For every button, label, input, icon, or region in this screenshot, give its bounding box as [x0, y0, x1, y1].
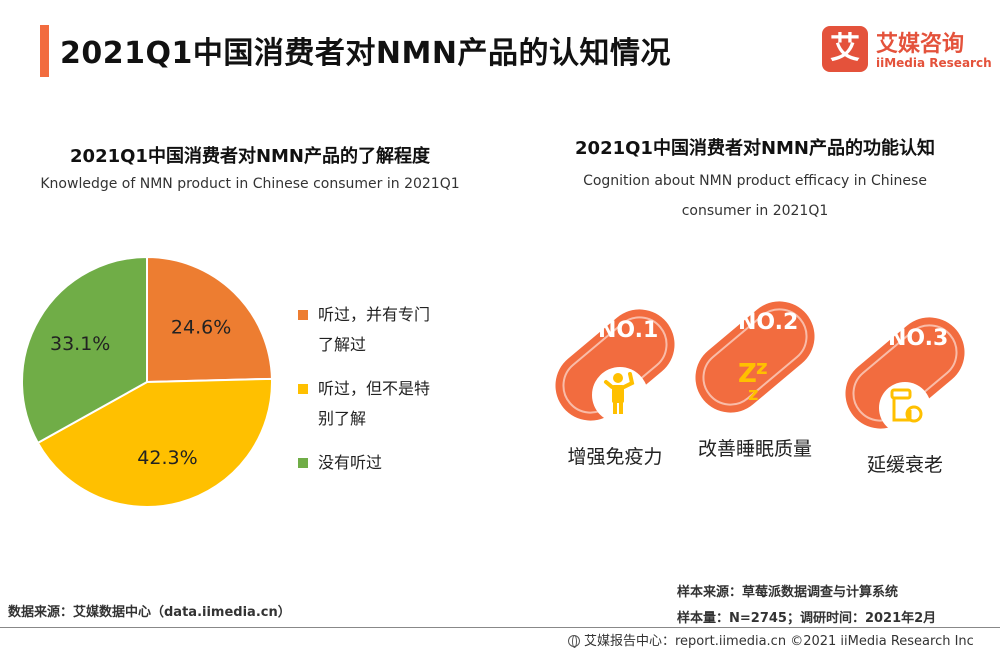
- rank-label: 改善睡眠质量: [697, 438, 812, 460]
- footer-copyright: 艾媒报告中心：report.iimedia.cn ©2021 iiMedia R…: [568, 630, 974, 649]
- efficacy-subtitle-line: consumer in 2021Q1: [681, 203, 829, 219]
- copyright-text: 艾媒报告中心：report.iimedia.cn ©2021 iiMedia R…: [584, 634, 974, 649]
- pie-legend: 听过，并有专门 了解过 听过，但不是特 别了解 没有听过: [298, 300, 468, 492]
- efficacy-subtitle-line: Cognition about NMN product efficacy in …: [583, 173, 927, 189]
- efficacy-subtitle: Cognition about NMN product efficacy in …: [540, 166, 970, 226]
- svg-text:z: z: [748, 384, 758, 405]
- rank-label: 增强免疫力: [567, 446, 663, 468]
- efficacy-rank-card: NO.1 增强免疫力: [540, 290, 690, 480]
- pie-chart-title: 2021Q1中国消费者对NMN产品的了解程度: [70, 146, 430, 167]
- rank-badge: NO.1: [598, 318, 659, 343]
- efficacy-rank-card: NO.3 延缓衰老: [830, 298, 980, 488]
- pie-data-label: 42.3%: [137, 447, 197, 469]
- legend-item: 听过，但不是特 别了解: [298, 374, 468, 434]
- legend-label: 没有听过: [318, 453, 383, 472]
- efficacy-rank-card: Z z z NO.2 改善睡眠质量: [680, 282, 830, 472]
- title-accent-bar: [40, 25, 49, 77]
- sample-size-time: 样本量：N=2745；调研时间：2021年2月: [677, 611, 937, 626]
- svg-text:z: z: [756, 355, 768, 379]
- svg-text:Z: Z: [738, 359, 757, 389]
- legend-label: 了解过: [318, 335, 367, 354]
- globe-icon: [568, 635, 580, 648]
- iimedia-logo: 艾 艾媒咨询 iiMedia Research: [822, 26, 992, 74]
- pie-slice: [146, 255, 273, 384]
- hourglass-icon: [845, 317, 965, 434]
- rank-badge: NO.2: [738, 310, 799, 335]
- rank-badge: NO.3: [888, 326, 949, 351]
- efficacy-title: 2021Q1中国消费者对NMN产品的功能认知: [575, 138, 935, 159]
- legend-swatch: [298, 310, 308, 320]
- pie-chart-subtitle: Knowledge of NMN product in Chinese cons…: [40, 176, 460, 192]
- rank-label: 延缓衰老: [866, 454, 943, 476]
- sample-info: 样本来源：草莓派数据调查与计算系统 样本量：N=2745；调研时间：2021年2…: [677, 580, 936, 632]
- legend-item: 听过，并有专门 了解过: [298, 300, 468, 360]
- pie-data-label: 33.1%: [50, 333, 110, 355]
- sample-source: 样本来源：草莓派数据调查与计算系统: [677, 585, 899, 600]
- logo-name-en: iiMedia Research: [876, 56, 992, 70]
- logo-name-cn: 艾媒咨询: [876, 32, 965, 57]
- legend-label: 别了解: [318, 409, 367, 428]
- logo-mark-icon: 艾: [822, 26, 868, 72]
- sleep-zzz-icon: Z z z: [695, 301, 815, 413]
- legend-label: 听过，并有专门: [318, 305, 431, 324]
- strong-person-icon: [555, 309, 675, 423]
- pie-chart: 24.6% 42.3% 33.1%: [21, 255, 273, 508]
- legend-swatch: [298, 384, 308, 394]
- legend-item: 没有听过: [298, 448, 468, 478]
- legend-swatch: [298, 458, 308, 468]
- pie-data-label: 24.6%: [171, 317, 231, 339]
- page-title: 2021Q1中国消费者对NMN产品的认知情况: [60, 36, 671, 71]
- legend-label: 听过，但不是特: [318, 379, 431, 398]
- pie-slice: [21, 255, 148, 445]
- data-source: 数据来源：艾媒数据中心（data.iimedia.cn）: [8, 605, 291, 620]
- footer-divider: [0, 627, 1000, 628]
